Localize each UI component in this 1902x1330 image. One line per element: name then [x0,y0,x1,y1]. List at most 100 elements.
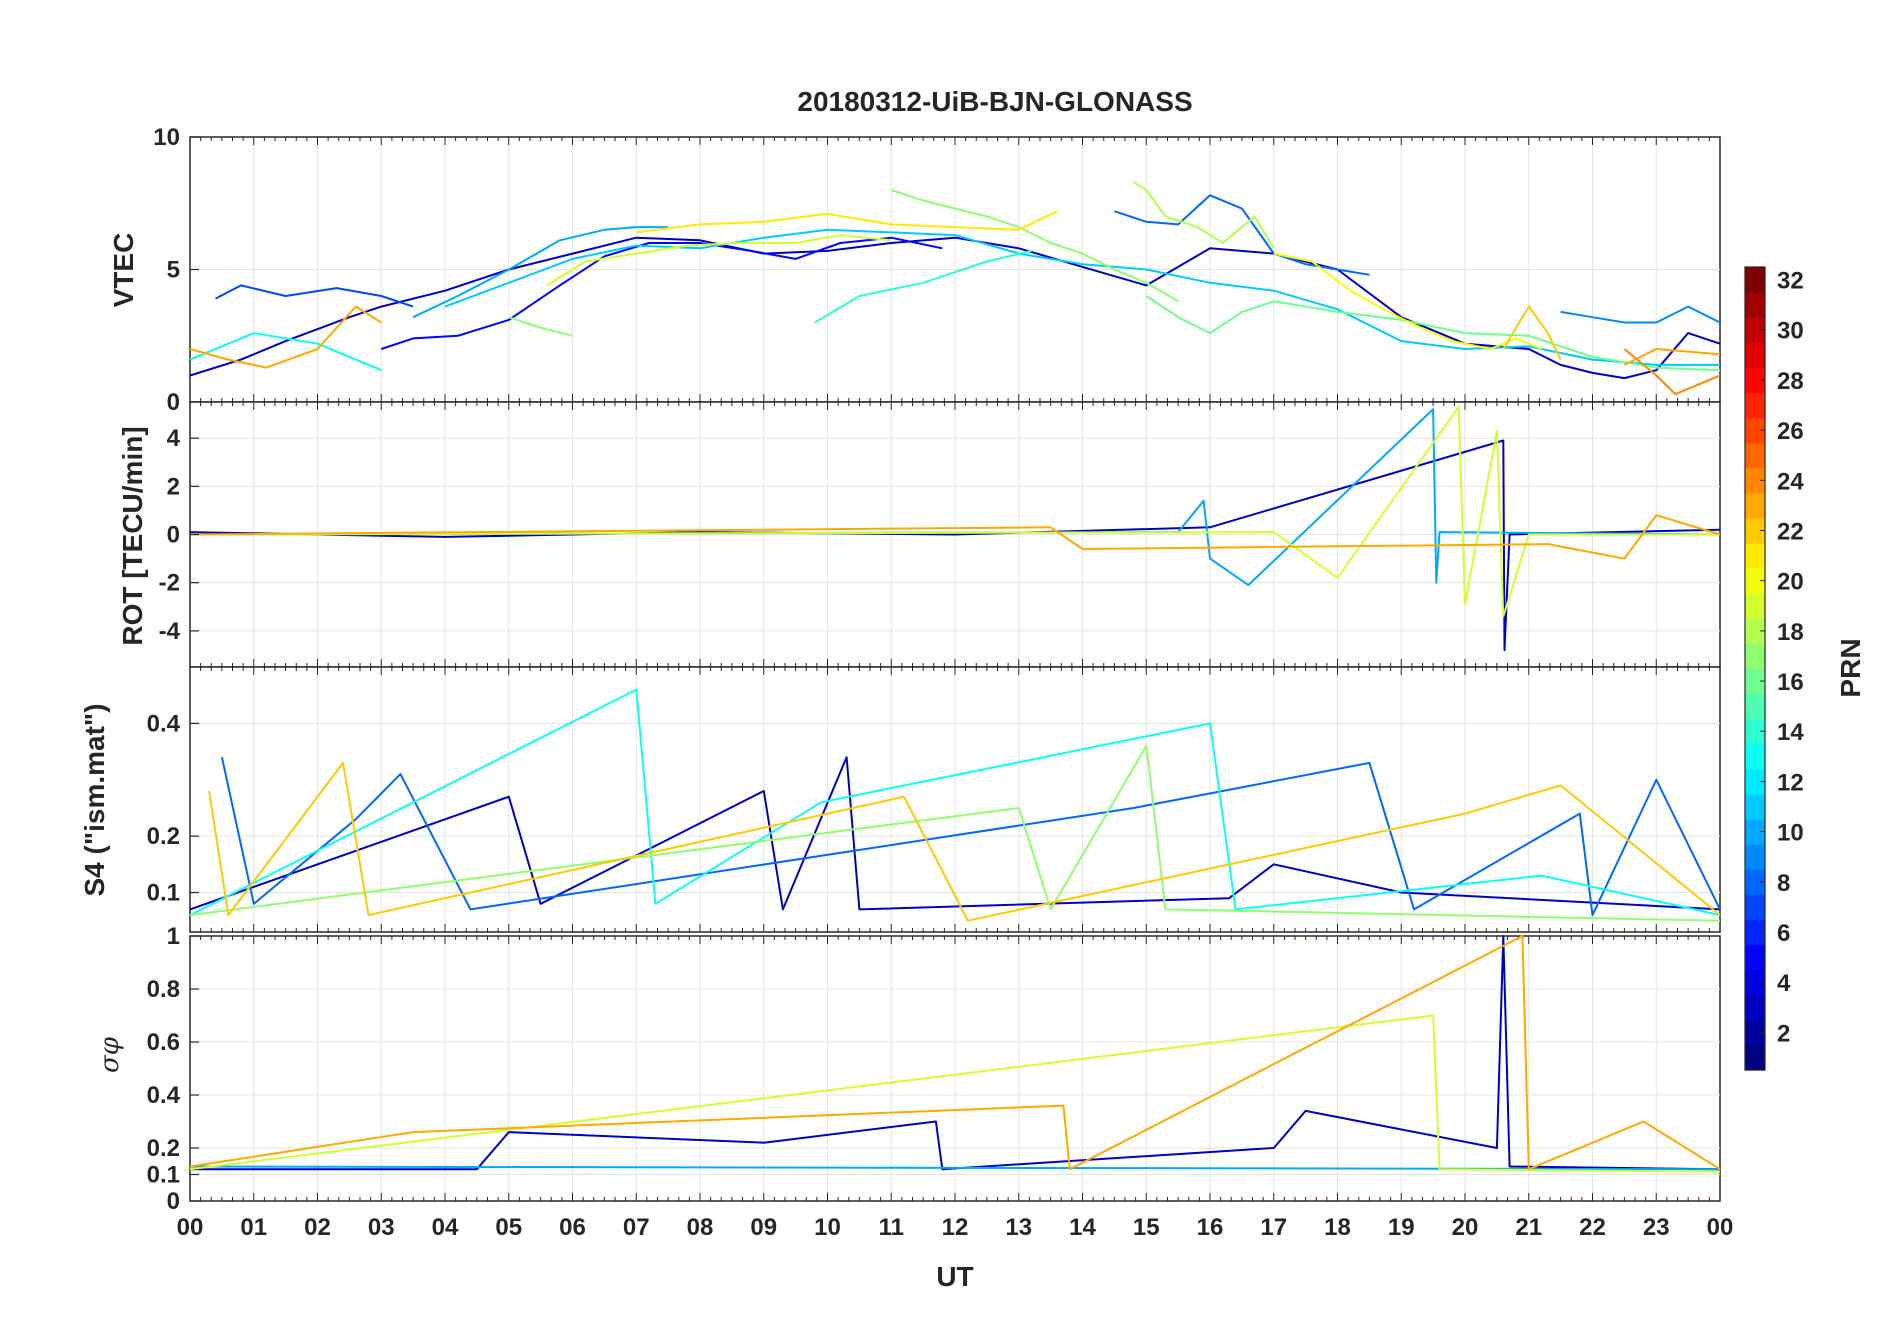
colorbar-tick-label: 26 [1777,418,1804,445]
series-prn-23 [189,305,382,369]
colorbar-tick-label: 32 [1777,268,1804,295]
colorbar-frame [1744,266,1766,1071]
y-tick-label: 5 [167,257,180,284]
colorbar-segment [1745,894,1765,921]
colorbar-tick-label: 24 [1777,468,1804,495]
y-tick-label: 0.1 [147,880,180,907]
colorbar-segment [1745,919,1765,946]
y-tick-label: 0.4 [147,710,181,737]
x-tick-label: 13 [1005,1214,1032,1241]
series-prn-23 [189,935,1721,1171]
colorbar-segment [1745,267,1765,293]
x-tick-label: 16 [1197,1214,1224,1241]
x-tick-label: 23 [1643,1214,1670,1241]
colorbar-segment [1745,643,1765,670]
colorbar-segment [1745,994,1765,1021]
colorbar-segment [1745,768,1765,795]
colorbar-tick-label: 22 [1777,518,1804,545]
x-tick-label: 19 [1388,1214,1415,1241]
x-tick-label: 02 [304,1214,331,1241]
sigma-series [189,935,1721,1173]
colorbar-segment [1745,593,1765,619]
x-tick-label: 01 [240,1214,267,1241]
colorbar-segment [1745,618,1765,645]
colorbar-segment [1745,342,1765,368]
series-prn-8 [220,756,1721,917]
colorbar-segment [1745,317,1765,343]
colorbar-tick-label: 14 [1777,719,1804,746]
series-prn-8 [1114,194,1370,276]
series-prn-9 [1560,305,1721,324]
y-tick-label: 0 [167,389,180,416]
colorbar-tick-label: 10 [1777,820,1804,847]
series-prn-10 [412,226,669,319]
y-tick-label: 4 [167,425,181,452]
series-prn-13 [189,688,1721,917]
colorbar-segment [1745,793,1765,820]
colorbar-tick-label: 20 [1777,569,1804,596]
x-tick-label: 11 [879,1214,904,1241]
x-tick-label: 15 [1133,1214,1160,1241]
colorbar-segment [1745,367,1765,394]
colorbar-tick-label: 6 [1777,920,1790,947]
y-tick-label: 0.1 [147,1162,180,1189]
series-prn-7 [215,284,414,308]
colorbar-segment [1745,969,1765,996]
rot-ylabel: ROT [TECU/min] [117,426,148,645]
colorbar-segment [1745,517,1765,544]
series-prn-17 [890,189,1179,303]
y-tick-label: 0.6 [147,1029,180,1056]
colorbar-segment [1745,467,1765,494]
rot-y-ticks: -4 -2 0 2 4 [159,425,199,645]
s4-panel: 0.1 0.2 0.4 S4 ("ism.mat") [79,666,1721,933]
s4-y-ticks: 0.1 0.2 0.4 [147,710,199,907]
sigma-grid [189,936,1721,1201]
x-axis-label: UT [936,1261,973,1292]
x-tick-label: 17 [1260,1214,1287,1241]
x-tick-label: 20 [1452,1214,1479,1241]
vtec-y-ticks: 0 5 10 [153,124,199,416]
series-prn-23 [1623,348,1721,366]
series-prn-22 [208,761,1721,922]
colorbar-tick-label: 8 [1777,870,1790,897]
sigma-panel: 00.10.2 0.4 0.6 0.8 1 σφ [95,923,1721,1215]
colorbar-tick-label: 4 [1777,970,1791,997]
y-tick-label: 10 [153,124,180,151]
colorbar-tick-label: 12 [1777,769,1804,796]
colorbar-segments [1745,267,1765,1071]
series-prn-10 [189,408,1721,587]
s4-ylabel: S4 ("ism.mat") [79,703,110,896]
colorbar-tick-label: 28 [1777,368,1804,395]
x-tick-label: 00 [177,1214,204,1241]
y-tick-label: -4 [159,618,181,645]
series-prn-3 [189,439,1721,652]
colorbar-segment [1745,743,1765,770]
series-prn-5 [380,236,943,350]
colorbar-segment [1745,543,1765,569]
vtec-series [189,181,1721,396]
colorbar-tick-label: 18 [1777,619,1804,646]
series-prn-16 [1145,295,1721,372]
x-tick-label: 10 [814,1214,841,1241]
vtec-ylabel: VTEC [108,233,139,308]
colorbar-segment [1745,668,1765,695]
vtec-panel: 0 5 10 VTEC [108,124,1721,416]
x-tick-label: 09 [750,1214,777,1241]
rot-panel: -4 -2 0 2 4 ROT [TECU/min] [117,401,1721,668]
colorbar-tick-label: 30 [1777,318,1804,345]
series-prn-22 [1502,305,1562,361]
x-tick-label: 05 [495,1214,522,1241]
colorbar-segment [1745,292,1765,318]
y-tick-label: 0.8 [147,976,180,1003]
series-prn-19 [189,1014,1721,1173]
x-tick-label: 12 [942,1214,969,1241]
y-tick-label: 1 [167,923,180,950]
colorbar-label: PRN [1835,638,1866,697]
sigma-y-ticks: 00.10.2 0.4 0.6 0.8 1 [147,923,199,1215]
series-prn-21 [636,210,1058,234]
series-prn-3 [190,935,1721,1171]
x-tick-label: 21 [1515,1214,1542,1241]
x-tick-label: 03 [368,1214,395,1241]
